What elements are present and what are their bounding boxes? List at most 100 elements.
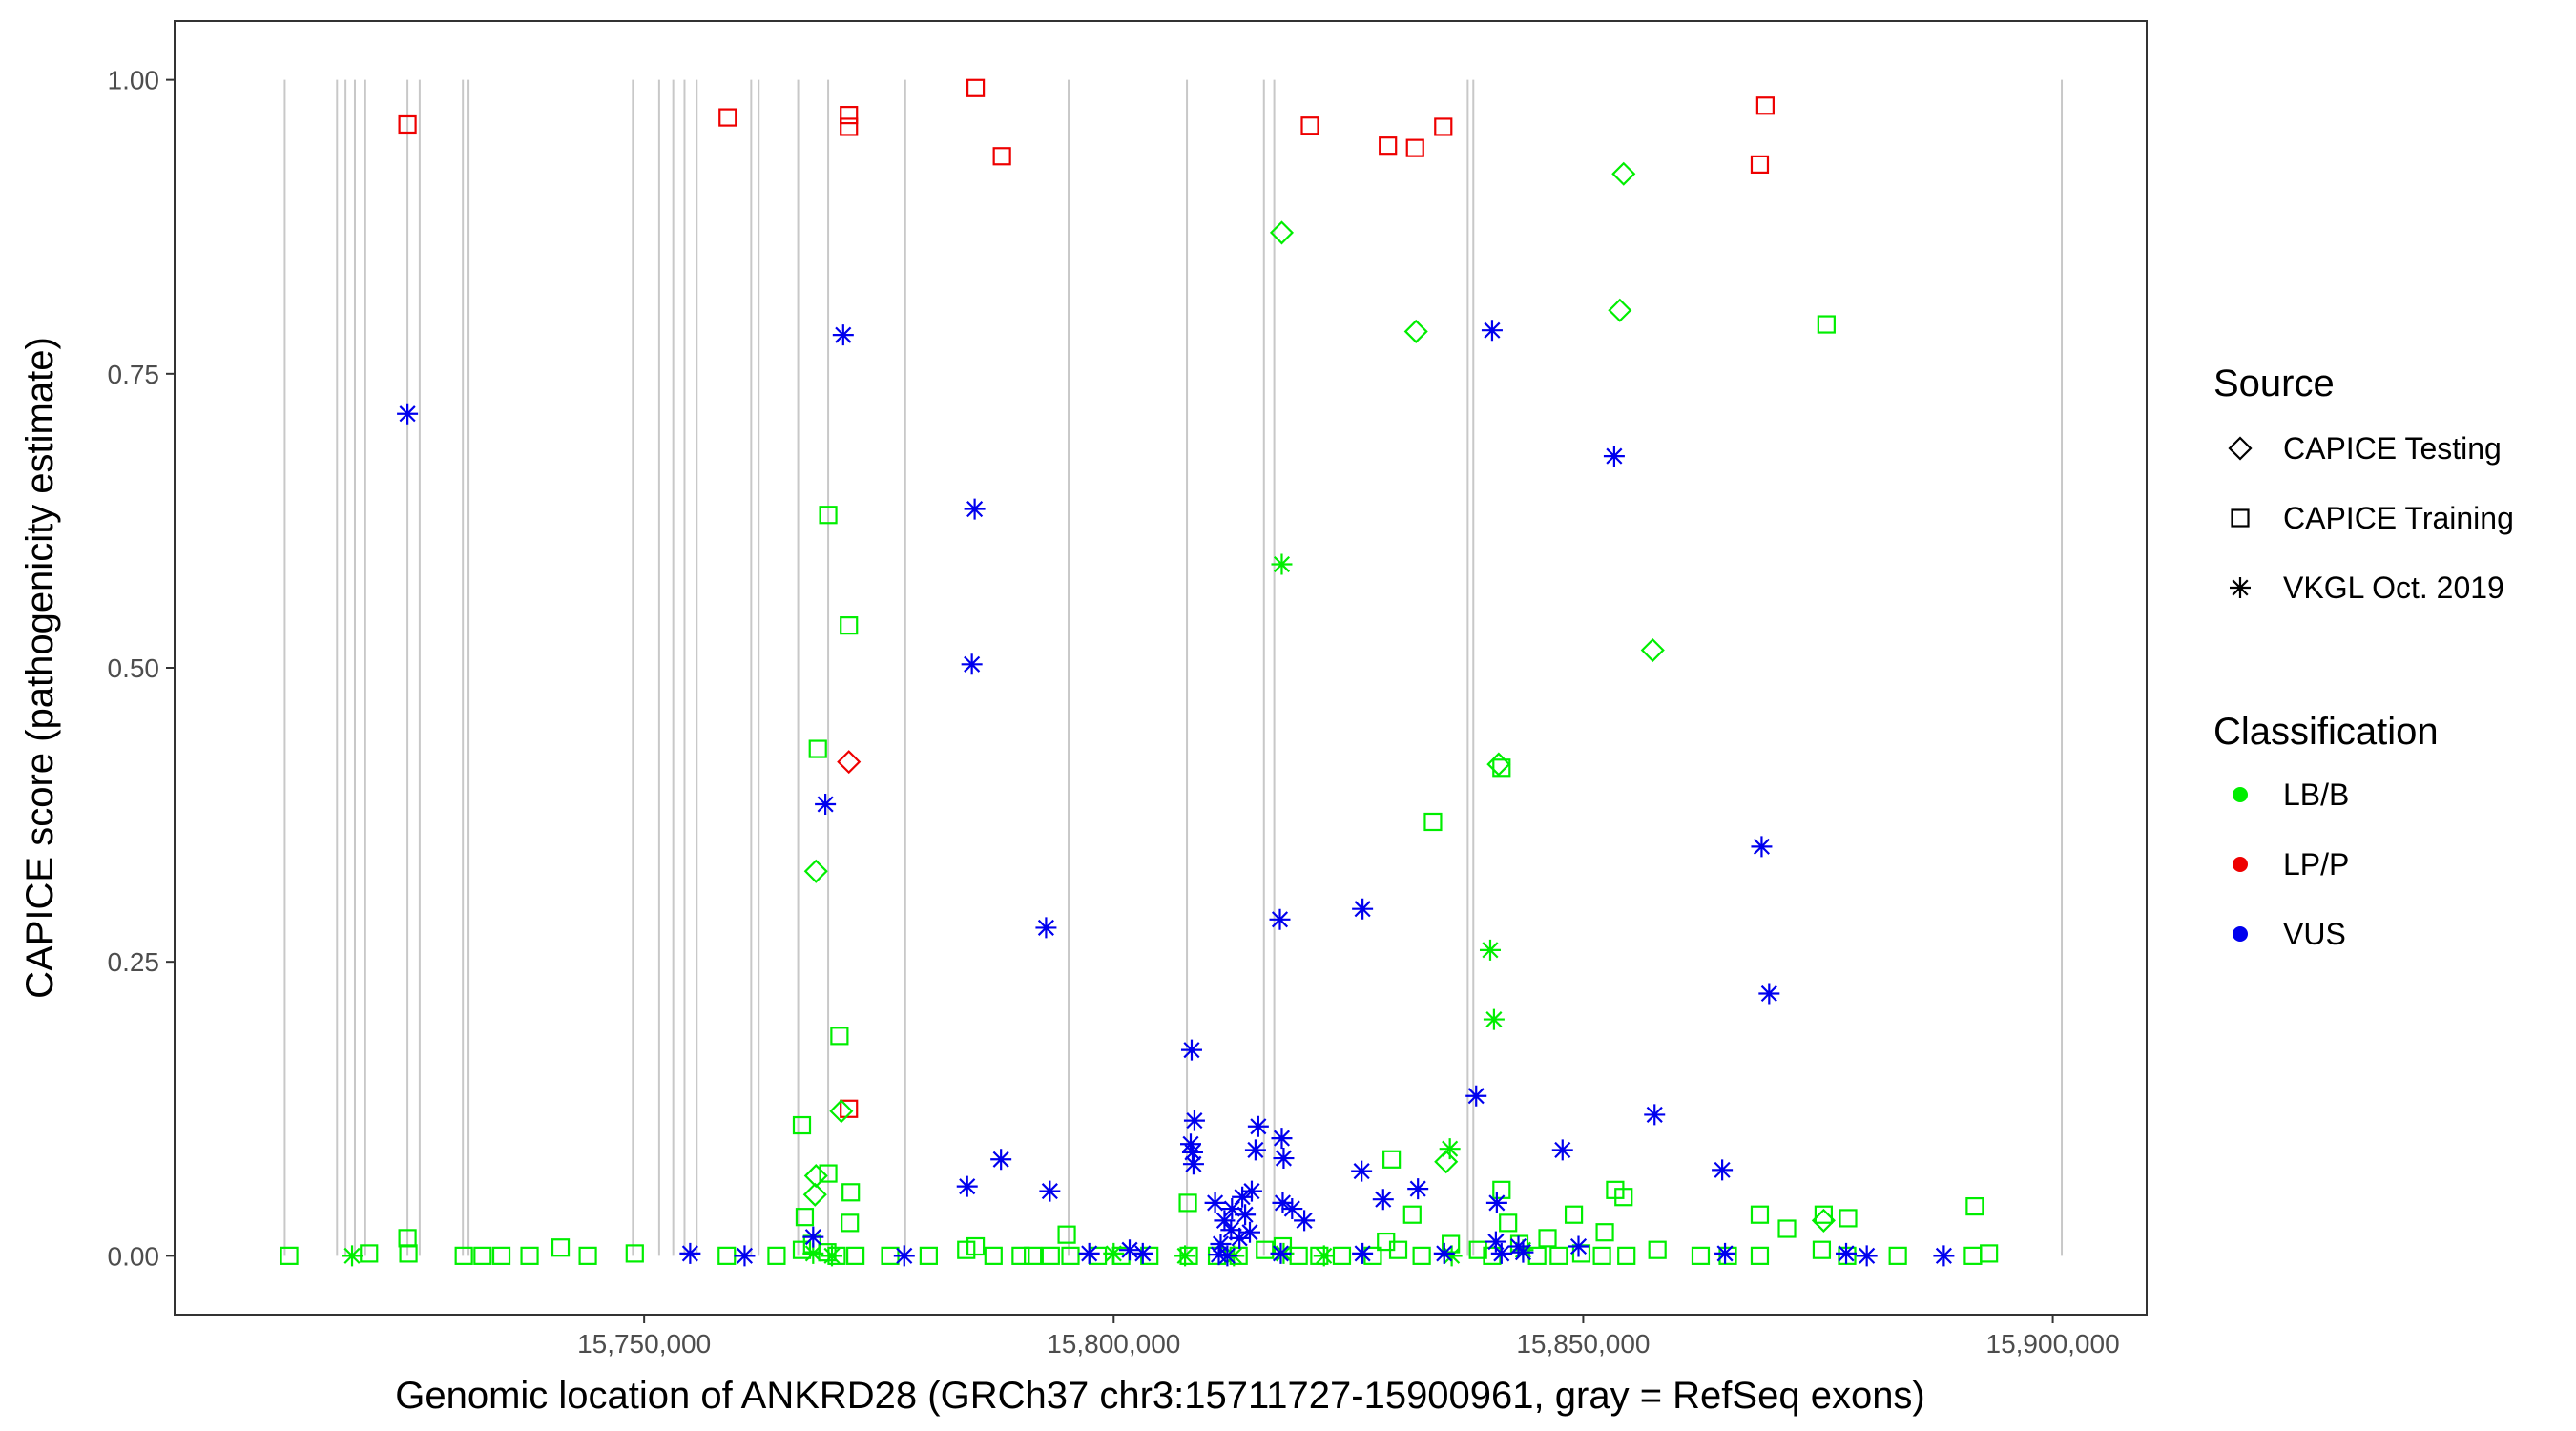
data-point — [1412, 1246, 1431, 1265]
diamond-marker — [1811, 1208, 1836, 1233]
data-point — [718, 108, 737, 127]
square-marker — [1011, 1246, 1030, 1265]
square-marker — [1750, 155, 1770, 174]
asterisk-marker — [1239, 1221, 1261, 1243]
square-marker — [957, 1240, 976, 1259]
data-point — [1439, 1138, 1461, 1160]
square-marker — [1614, 1188, 1633, 1207]
data-point — [1617, 1246, 1636, 1265]
y-tick-label: 0.25 — [108, 947, 160, 977]
asterisk-marker — [1433, 1242, 1455, 1264]
data-point — [280, 1246, 299, 1265]
data-point — [491, 1246, 511, 1265]
data-point — [1174, 1245, 1196, 1267]
data-point — [1648, 1240, 1667, 1259]
data-point — [803, 859, 828, 883]
data-point — [1183, 1110, 1205, 1131]
square-marker — [454, 1246, 473, 1265]
square-marker — [1256, 1240, 1275, 1259]
asterisk-marker — [1479, 939, 1501, 961]
data-point — [1712, 1159, 1734, 1181]
asterisk-marker — [1078, 1242, 1100, 1264]
square-marker — [1777, 1219, 1797, 1238]
square-marker — [1571, 1244, 1591, 1263]
square-marker — [1402, 1205, 1422, 1224]
data-point — [802, 1182, 827, 1207]
data-point — [819, 506, 838, 525]
square-marker — [1648, 1240, 1667, 1259]
asterisk-marker — [1933, 1245, 1955, 1267]
asterisk-marker — [821, 1245, 842, 1267]
series-capice-training-lp-p — [398, 78, 1775, 1118]
data-point — [819, 1164, 838, 1183]
data-point — [342, 1245, 364, 1267]
data-point — [1388, 1240, 1408, 1259]
data-point — [846, 1246, 865, 1265]
series-capice-testing-lp-p — [837, 750, 862, 775]
data-point — [1603, 446, 1625, 467]
square-marker — [1718, 1246, 1737, 1265]
data-point — [679, 1242, 701, 1264]
asterisk-marker — [1229, 1227, 1251, 1249]
data-point — [1239, 1221, 1261, 1243]
data-point — [1269, 220, 1295, 245]
data-point — [625, 1244, 644, 1263]
asterisk-marker — [1352, 1242, 1374, 1264]
square-marker — [1750, 1246, 1770, 1265]
data-point — [1718, 1246, 1737, 1265]
asterisk-marker — [1216, 1245, 1238, 1267]
legend-color-dot-icon — [2233, 926, 2248, 942]
data-point — [1208, 1244, 1230, 1266]
asterisk-marker — [1313, 1245, 1335, 1267]
asterisk-marker — [1271, 553, 1293, 575]
data-point — [1294, 1210, 1316, 1232]
asterisk-marker — [1244, 1139, 1266, 1161]
data-point — [1933, 1245, 1955, 1267]
square-marker — [1434, 117, 1453, 136]
asterisk-marker — [1183, 1110, 1205, 1131]
asterisk-marker — [1372, 1189, 1394, 1211]
data-point — [1405, 138, 1424, 157]
data-point — [1640, 637, 1665, 663]
data-point — [578, 1246, 597, 1265]
square-marker — [1289, 1246, 1308, 1265]
data-point — [1372, 1189, 1394, 1211]
data-point — [957, 1240, 976, 1259]
data-point — [1608, 298, 1632, 322]
legend-source-label: CAPICE Training — [2283, 501, 2514, 535]
data-point — [1551, 1139, 1573, 1161]
data-point — [1273, 1148, 1295, 1170]
asterisk-marker — [1180, 1133, 1201, 1155]
data-point — [1214, 1210, 1236, 1232]
data-point — [1119, 1239, 1141, 1261]
square-marker — [1041, 1246, 1060, 1265]
data-point — [1888, 1246, 1907, 1265]
diamond-marker — [1269, 220, 1295, 245]
asterisk-marker — [1407, 1178, 1429, 1200]
asterisk-marker — [1204, 1192, 1226, 1213]
data-point — [1232, 1186, 1254, 1208]
square-marker — [792, 1115, 812, 1135]
series-capice-testing-lb-b — [802, 161, 1836, 1233]
data-point — [1204, 1192, 1226, 1213]
asterisk-marker — [1210, 1234, 1232, 1255]
square-marker — [992, 147, 1011, 166]
square-marker — [840, 106, 859, 125]
data-point — [1235, 1204, 1257, 1226]
data-point — [1423, 812, 1443, 832]
asterisk-marker — [1714, 1242, 1736, 1264]
data-point — [1481, 320, 1503, 342]
data-point — [454, 1246, 473, 1265]
data-point — [1402, 1205, 1422, 1224]
square-marker — [1538, 1229, 1557, 1248]
data-point — [1691, 1246, 1711, 1265]
data-point — [1024, 1246, 1043, 1265]
data-point — [1210, 1234, 1232, 1255]
x-tick-label: 15,750,000 — [577, 1329, 711, 1358]
square-marker — [1814, 1205, 1834, 1224]
data-point — [1856, 1245, 1878, 1267]
data-point — [1644, 1104, 1666, 1126]
data-point — [1538, 1229, 1557, 1248]
data-point — [1244, 1139, 1266, 1161]
square-marker — [1412, 1246, 1431, 1265]
